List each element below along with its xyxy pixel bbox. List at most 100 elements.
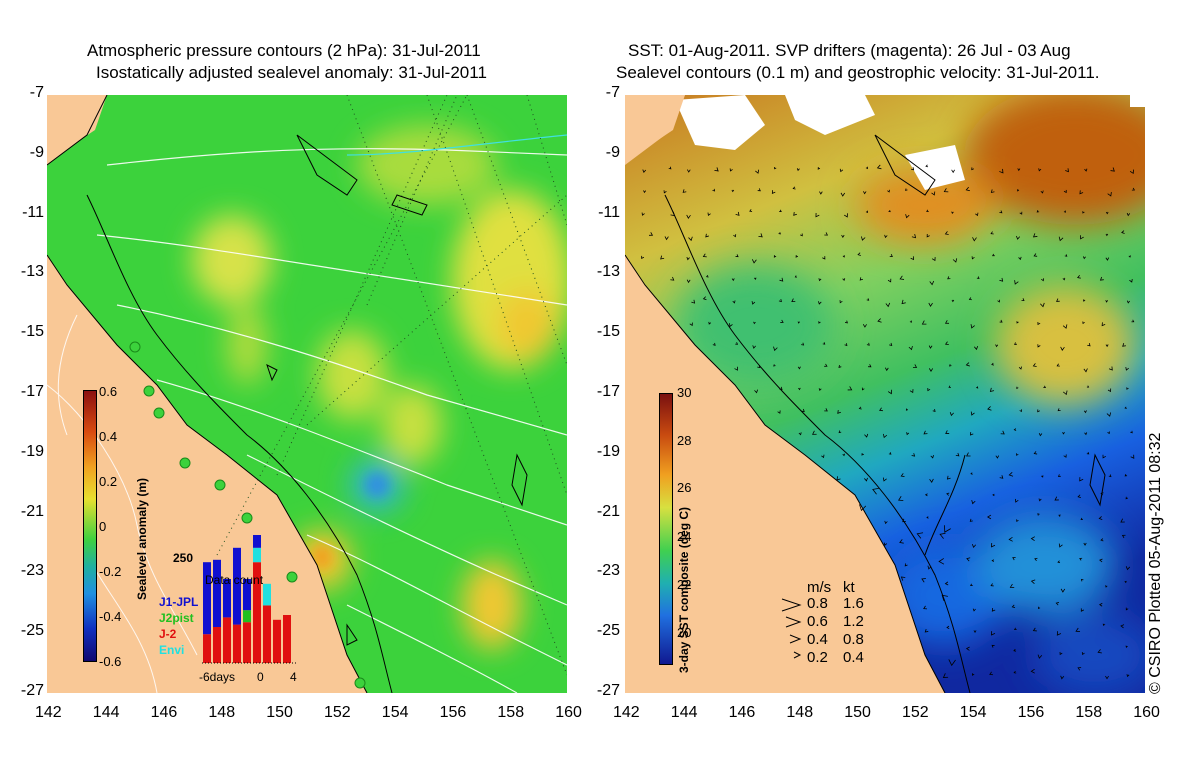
velocity-arrow <box>1105 299 1109 303</box>
velocity-arrow <box>1016 519 1019 523</box>
velocity-arrow <box>687 169 691 173</box>
velocity-legend-kt-3: 0.4 <box>843 649 864 666</box>
velocity-arrow <box>946 492 950 496</box>
velocity-arrow <box>990 631 996 636</box>
velocity-arrow <box>1102 454 1107 459</box>
velocity-arrow <box>779 209 782 213</box>
velocity-arrow <box>838 364 842 368</box>
inset-bar-J1--5 <box>213 559 221 627</box>
velocity-arrow <box>1105 675 1109 680</box>
velocity-arrow <box>857 252 861 256</box>
lon-tick-625-2: 146 <box>728 704 756 721</box>
velocity-arrow <box>1120 624 1125 629</box>
velocity-arrow <box>798 387 801 391</box>
velocity-arrow <box>842 278 846 282</box>
velocity-arrow <box>999 168 1004 174</box>
velocity-arrow <box>668 166 672 170</box>
velocity-arrow <box>1019 409 1022 413</box>
velocity-arrow <box>948 385 951 388</box>
inset-title: Data count <box>205 573 264 587</box>
velocity-arrow <box>1097 649 1102 654</box>
velocity-arrow <box>754 389 759 394</box>
velocity-arrow <box>1121 534 1126 539</box>
velocity-arrow <box>990 189 995 194</box>
velocity-arrow <box>1013 670 1017 674</box>
velocity-arrow <box>1131 319 1135 323</box>
velocity-arrow <box>902 518 906 523</box>
lat-tick-620-3: -13 <box>596 263 620 281</box>
lon-tick-47-3: 148 <box>208 704 236 721</box>
velocity-arrow <box>990 542 996 548</box>
velocity-arrow <box>912 364 918 368</box>
left-cb-tick-3: 0 <box>99 519 107 534</box>
velocity-arrow <box>863 191 867 195</box>
velocity-arrow <box>939 532 946 539</box>
inset-xlabel-zero: 0 <box>257 670 264 684</box>
lat-tick-44-4: -15 <box>20 323 44 341</box>
velocity-arrow <box>865 166 868 170</box>
velocity-arrow <box>1107 388 1112 393</box>
velocity-arrow <box>778 232 781 235</box>
lon-tick-625-4: 150 <box>844 704 871 721</box>
velocity-arrow <box>1019 211 1023 215</box>
velocity-arrow <box>1037 654 1043 659</box>
right-cb-tick-0: 30 <box>677 385 692 400</box>
velocity-arrow <box>1110 167 1115 172</box>
lon-tick-625-8: 158 <box>1075 704 1103 721</box>
csiro-credit: © CSIRO Plotted 05-Aug-2011 08:32 <box>1147 432 1164 694</box>
velocity-arrow <box>944 231 949 235</box>
inset-bar-J2x--1 <box>253 562 261 663</box>
velocity-arrow <box>971 500 976 505</box>
velocity-arrow <box>1041 475 1044 478</box>
velocity-arrow <box>1038 168 1042 172</box>
data-count-inset <box>202 535 297 664</box>
velocity-arrow <box>944 581 949 586</box>
velocity-arrow <box>792 186 796 190</box>
velocity-arrow <box>729 168 733 172</box>
velocity-arrow <box>660 255 665 260</box>
lat-tick-44-9: -25 <box>20 622 44 640</box>
velocity-arrow <box>843 213 848 218</box>
inset-bar-J2x--2 <box>243 622 251 663</box>
velocity-arrow <box>970 324 975 329</box>
velocity-arrow <box>930 455 934 459</box>
png-land <box>47 95 107 160</box>
velocity-arrow <box>1100 538 1104 542</box>
velocity-arrow <box>797 366 801 370</box>
velocity-arrow <box>1105 233 1109 237</box>
sealevel-colorbar-label: Sealevel anomaly (m) <box>135 477 149 600</box>
velocity-arrow <box>1038 433 1043 437</box>
velocity-arrow <box>845 320 848 324</box>
velocity-arrow <box>1009 583 1015 589</box>
velocity-arrow <box>975 212 979 217</box>
velocity-arrow <box>1065 168 1069 173</box>
velocity-arrow <box>1107 431 1110 435</box>
right-cb-tick-2: 26 <box>677 480 692 495</box>
velocity-arrow <box>778 299 782 303</box>
velocity-arrow <box>1098 516 1103 520</box>
velocity-arrow <box>1126 212 1131 217</box>
velocity-arrow <box>987 406 992 411</box>
velocity-arrow <box>865 210 869 213</box>
velocity-arrow <box>973 346 979 351</box>
velocity-arrow <box>864 433 869 438</box>
velocity-arrow <box>670 276 675 281</box>
velocity-arrow <box>749 209 753 212</box>
velocity-arrow <box>944 525 951 533</box>
left-title-line2: Isostatically adjusted sealevel anomaly:… <box>96 63 487 82</box>
velocity-arrow <box>899 275 905 280</box>
velocity-arrow <box>1058 543 1063 548</box>
lat-tick-44-0: -7 <box>29 84 44 101</box>
velocity-arrow <box>664 236 669 241</box>
velocity-arrow <box>1082 211 1085 214</box>
right-cb-tick-4: 22 <box>677 577 692 592</box>
velocity-arrow <box>1130 430 1133 434</box>
velocity-arrow <box>1062 431 1065 435</box>
velocity-arrow <box>861 452 864 456</box>
lon-tick-625-5: 152 <box>902 704 929 721</box>
velocity-arrow <box>1037 321 1041 326</box>
velocity-arrow <box>900 473 905 478</box>
velocity-arrow <box>965 362 970 367</box>
lon-tick-47-6: 154 <box>381 704 409 721</box>
velocity-arrow <box>731 189 735 193</box>
